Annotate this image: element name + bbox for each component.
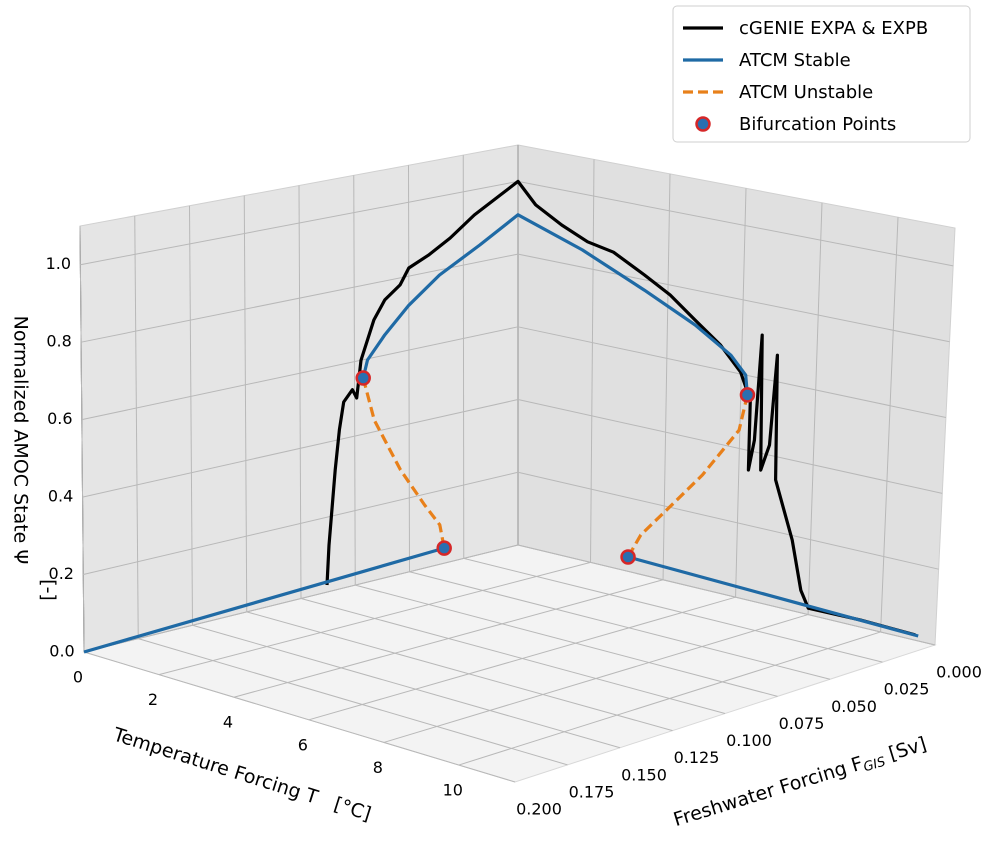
grid-line [517, 544, 936, 646]
grid-line [80, 180, 519, 266]
grid-line [79, 225, 85, 653]
y-tick-label: 0.125 [674, 748, 720, 767]
legend: cGENIE EXPA & EXPB ATCM Stable ATCM Unstab… [672, 5, 971, 143]
grid-line [81, 326, 519, 421]
grid-line [353, 175, 356, 586]
grid-line [82, 399, 519, 498]
y-tick-label: 0.025 [884, 680, 930, 699]
z-tick-label: 1.0 [46, 254, 71, 273]
x-tick-label: 4 [223, 713, 233, 732]
grid-line [662, 173, 671, 580]
x-tick-label: 6 [298, 735, 308, 754]
y-tick-label: 0.200 [516, 800, 562, 819]
x-axis-label: Temperature Forcing T [°C] [110, 723, 374, 825]
grid-line [138, 638, 568, 766]
y-tick-label: 0.050 [831, 697, 877, 716]
bifurcation-point [436, 540, 452, 556]
grid [79, 145, 954, 783]
z-tick-label: 0.6 [47, 409, 72, 428]
legend-box [672, 5, 971, 143]
y-tick-label: 0.000 [936, 663, 982, 682]
grid-line [300, 598, 726, 714]
bifurcation-point [739, 387, 756, 403]
grid-line [298, 185, 302, 599]
bifurcation-point [355, 370, 371, 386]
grid-line [517, 180, 954, 267]
grid-line [590, 159, 595, 563]
z-axis-label: [-] [38, 579, 60, 601]
grid-line [517, 253, 950, 343]
grid-line [517, 471, 939, 570]
legend-label: cGENIE EXPA & EXPB [739, 18, 928, 39]
legend-label: ATCM Unstable [739, 82, 873, 103]
grid-line [409, 571, 831, 680]
y-axis-label-subscript: GIS [862, 754, 888, 775]
series-line [83, 213, 919, 654]
y-axis-label-suffix: [Sv] [880, 733, 929, 767]
grid-line [408, 165, 410, 572]
y-tick-label: 0.075 [779, 714, 825, 733]
z-axis-label: Normalized AMOC State Ψ [10, 316, 32, 565]
grid-line [355, 584, 778, 697]
z-tick-label: 0.0 [49, 642, 74, 661]
grid-line [517, 326, 947, 419]
z-tick-label: 0.4 [48, 487, 73, 506]
bifurcation-point [620, 549, 636, 565]
legend-label: ATCM Stable [739, 50, 851, 71]
grid-line [463, 557, 883, 663]
grid-line [246, 611, 673, 732]
y-tick-label: 0.150 [621, 765, 667, 784]
y-tick-label: 0.100 [726, 731, 772, 750]
z-tick-label: 0.2 [49, 564, 74, 583]
legend-marker [695, 116, 711, 132]
grid-line [880, 217, 899, 632]
grid-line [83, 651, 516, 783]
grid-line [80, 253, 519, 343]
grid-line [517, 399, 943, 494]
x-tick-label: 8 [373, 758, 383, 777]
z-tick-label: 0.8 [46, 332, 71, 351]
grid-line [243, 195, 248, 612]
grid-line [192, 624, 621, 749]
grid-line [134, 215, 139, 639]
x-tick-label: 2 [148, 690, 158, 709]
y-tick-label: 0.175 [569, 782, 615, 801]
grid-line [189, 205, 193, 626]
legend-label: Bifurcation Points [739, 114, 896, 135]
series-line [325, 179, 916, 637]
grid-line [83, 544, 519, 653]
grid-line [462, 155, 465, 559]
grid-line [83, 471, 519, 576]
marks [83, 179, 919, 654]
series-line [361, 377, 749, 558]
x-tick-label: 0 [73, 668, 83, 687]
x-tick-label: 10 [443, 781, 463, 800]
grid-line [807, 202, 823, 615]
